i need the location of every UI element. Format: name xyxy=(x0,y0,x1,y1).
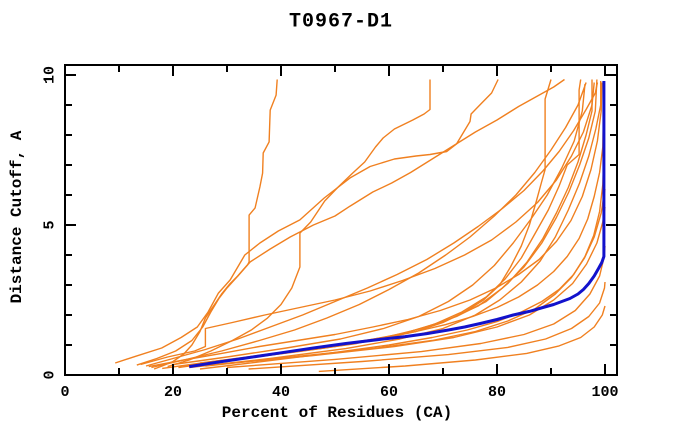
model-curve xyxy=(183,79,582,367)
model-curve xyxy=(145,82,599,367)
x-tick-label: 0 xyxy=(60,384,69,401)
model-curve xyxy=(172,83,586,366)
model-curve xyxy=(199,79,598,364)
model-curve xyxy=(178,79,552,369)
y-tick-label: 0 xyxy=(42,370,59,379)
model-curve xyxy=(151,82,587,369)
model-curve xyxy=(194,79,593,366)
x-tick-label: 100 xyxy=(591,384,618,401)
model-curve xyxy=(248,281,606,370)
model-curve xyxy=(226,245,606,369)
model-curve xyxy=(318,305,606,373)
y-tick-label: 10 xyxy=(42,66,59,84)
x-axis-label: Percent of Residues (CA) xyxy=(221,404,453,422)
x-tick-label: 40 xyxy=(272,384,290,401)
x-tick-label: 60 xyxy=(380,384,398,401)
x-tick-label: 80 xyxy=(488,384,506,401)
x-tick-label: 20 xyxy=(164,384,182,401)
model-curve xyxy=(148,82,603,368)
y-tick-label: 5 xyxy=(42,220,59,229)
model-curve xyxy=(189,81,602,369)
model-curve xyxy=(140,82,595,366)
model-curve xyxy=(199,150,605,370)
best-model-curve xyxy=(188,81,606,369)
axis-frame xyxy=(64,64,618,376)
model-curve xyxy=(136,78,565,366)
chart-title: T0967-D1 xyxy=(288,10,394,34)
model-curve xyxy=(167,79,431,368)
y-axis-label: Distance Cutoff, A xyxy=(8,130,26,304)
model-curve xyxy=(114,79,499,364)
